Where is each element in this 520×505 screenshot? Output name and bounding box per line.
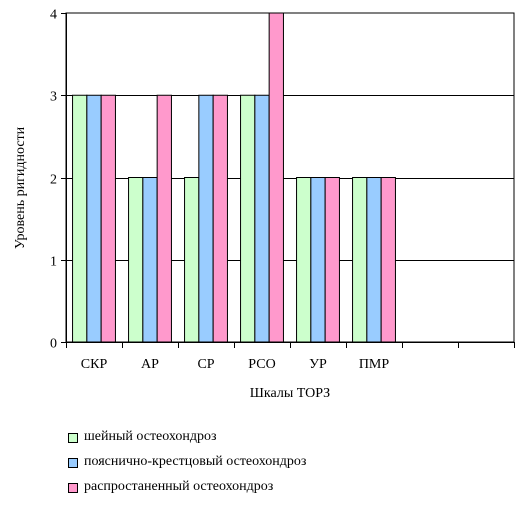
bar: [86, 94, 102, 343]
x-tick-label: УР: [309, 357, 327, 372]
legend-swatch: [68, 433, 78, 443]
y-tick-label: 2: [50, 173, 57, 188]
legend-swatch: [68, 458, 78, 468]
bar: [156, 94, 172, 343]
bar: [254, 94, 270, 343]
y-tick-label: 1: [50, 255, 57, 270]
bar: [366, 177, 382, 343]
bar: [72, 94, 88, 343]
y-tick-label: 0: [50, 337, 57, 352]
x-tick-label: СКР: [81, 357, 108, 372]
x-axis-label: Шкалы ТОРЗ: [250, 386, 330, 401]
x-tick-label: ПМР: [359, 357, 390, 372]
y-tick-label: 4: [50, 8, 57, 23]
x-tick-labels: СКР АР СР РСО УР ПМР: [81, 357, 390, 372]
bar: [198, 94, 214, 343]
x-tick-label: РСО: [248, 357, 275, 372]
bar: [310, 177, 326, 343]
bar: [380, 177, 396, 343]
x-tick-label: АР: [141, 357, 159, 372]
bar: [184, 177, 200, 343]
bar: [352, 177, 368, 343]
legend-label: пояснично-крестцовый остеохондроз: [84, 454, 307, 469]
bar: [296, 177, 312, 343]
legend-label: шейный остеохондроз: [84, 429, 217, 444]
x-tick-label: СР: [197, 357, 214, 372]
bars: [72, 12, 396, 343]
bar: [324, 177, 340, 343]
legend-swatch: [68, 483, 78, 493]
y-tick-label: 3: [50, 90, 57, 105]
legend-label: распростаненный остеохондроз: [84, 479, 274, 494]
y-tick-labels: 0 1 2 3 4: [50, 8, 57, 352]
bar: [100, 94, 116, 343]
bar: [212, 94, 228, 343]
bar: [128, 177, 144, 343]
bar: [268, 12, 284, 343]
axes: [61, 13, 515, 348]
y-axis-label: Уровень ригидности: [13, 126, 28, 249]
bar: [240, 94, 256, 343]
bar: [142, 177, 158, 343]
